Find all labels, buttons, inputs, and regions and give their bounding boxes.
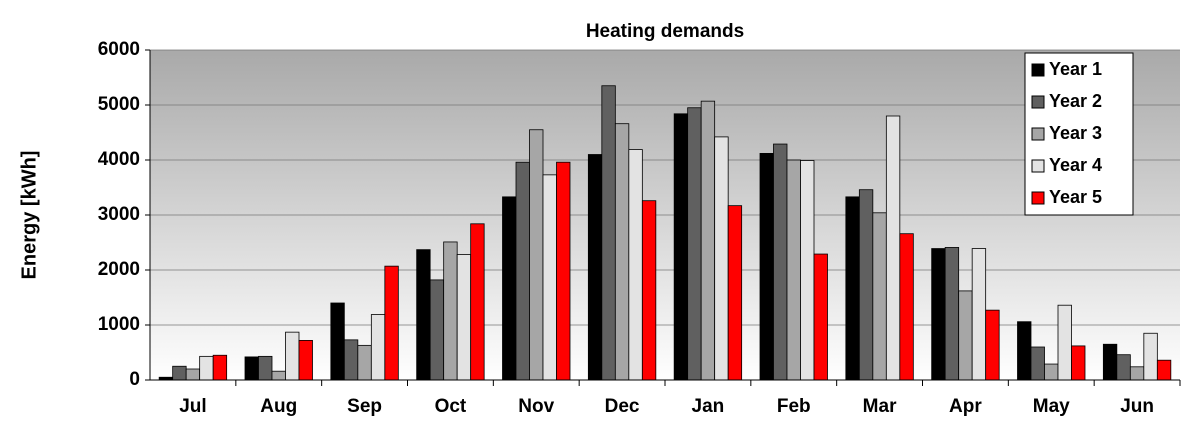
- bar: [985, 309, 1000, 381]
- y-axis-label: Energy [kWh]: [18, 151, 40, 280]
- x-tick-label: Apr: [949, 396, 982, 417]
- bar: [786, 159, 801, 381]
- x-tick-label: Jan: [692, 396, 725, 417]
- y-tick-label: 6000: [98, 39, 140, 60]
- bar: [542, 174, 557, 381]
- bar: [628, 149, 643, 381]
- legend-swatch: [1031, 127, 1045, 141]
- bar: [330, 302, 345, 381]
- bar: [343, 339, 359, 381]
- bar: [885, 115, 901, 381]
- bar: [899, 233, 914, 381]
- bar: [641, 200, 657, 381]
- bar: [502, 196, 517, 381]
- legend-label: Year 5: [1049, 187, 1102, 207]
- bar: [601, 85, 616, 381]
- x-tick-label: Jun: [1120, 396, 1154, 417]
- bar: [813, 253, 828, 381]
- legend-swatch: [1031, 159, 1045, 173]
- bar: [212, 354, 228, 381]
- bar: [185, 368, 201, 381]
- bar: [673, 113, 689, 381]
- bar: [285, 331, 300, 381]
- bar: [556, 161, 571, 381]
- bar: [298, 339, 313, 381]
- bar: [587, 154, 603, 381]
- bar: [1156, 359, 1172, 381]
- bar: [1116, 354, 1131, 381]
- bar: [258, 355, 273, 381]
- bar: [470, 223, 485, 381]
- legend-label: Year 3: [1049, 123, 1102, 143]
- bar: [456, 254, 472, 381]
- x-tick-label: Feb: [777, 396, 811, 417]
- bar: [384, 265, 399, 381]
- bar: [244, 356, 259, 381]
- legend: Year 1 Year 2 Year 3 Year 4 Year 5: [1024, 52, 1134, 216]
- bar: [1143, 332, 1158, 381]
- bar: [515, 161, 530, 381]
- bar: [1129, 366, 1145, 381]
- x-tick-label: May: [1033, 396, 1070, 417]
- legend-label: Year 2: [1049, 91, 1102, 111]
- bar: [416, 249, 431, 381]
- bar: [958, 290, 973, 381]
- bar: [1044, 363, 1059, 381]
- y-tick-label: 2000: [98, 259, 140, 280]
- bar: [529, 129, 544, 381]
- chart-title: Heating demands: [586, 21, 744, 42]
- bar: [872, 212, 887, 381]
- legend-label: Year 1: [1049, 59, 1102, 79]
- bar: [773, 143, 788, 381]
- bar: [370, 314, 386, 381]
- bar: [1017, 321, 1032, 381]
- x-tick-label: Dec: [605, 396, 640, 417]
- bar: [845, 196, 860, 381]
- legend-label: Year 4: [1049, 155, 1102, 175]
- x-tick-label: Jul: [179, 396, 206, 417]
- bar: [971, 248, 987, 381]
- legend-swatch: [1031, 95, 1045, 109]
- y-tick-label: 5000: [98, 94, 140, 115]
- bar: [1102, 343, 1118, 381]
- bar: [271, 370, 286, 381]
- bar: [429, 279, 445, 381]
- x-tick-label: Sep: [347, 396, 382, 417]
- bar: [931, 248, 946, 381]
- y-tick-label: 3000: [98, 204, 140, 225]
- bar: [199, 355, 214, 381]
- bar: [614, 123, 630, 381]
- y-tick-label: 1000: [98, 314, 140, 335]
- x-tick-label: Oct: [435, 396, 467, 417]
- x-tick-label: Mar: [863, 396, 897, 417]
- legend-swatch: [1031, 191, 1045, 205]
- bar: [727, 205, 743, 381]
- bar: [1030, 346, 1045, 381]
- bar: [443, 241, 458, 381]
- bar: [944, 247, 960, 381]
- y-tick-label: 4000: [98, 149, 140, 170]
- bar: [800, 160, 815, 381]
- x-tick-label: Aug: [260, 396, 297, 417]
- y-tick-label: 0: [129, 369, 140, 390]
- bar: [700, 100, 716, 381]
- bar: [687, 107, 702, 381]
- bar: [172, 365, 187, 381]
- legend-swatch: [1031, 63, 1045, 77]
- bar: [357, 344, 372, 381]
- bar: [759, 152, 774, 381]
- bar: [1057, 304, 1072, 381]
- bar: [1071, 345, 1086, 381]
- bar: [858, 189, 874, 381]
- x-tick-label: Nov: [518, 396, 554, 417]
- bar: [714, 136, 729, 381]
